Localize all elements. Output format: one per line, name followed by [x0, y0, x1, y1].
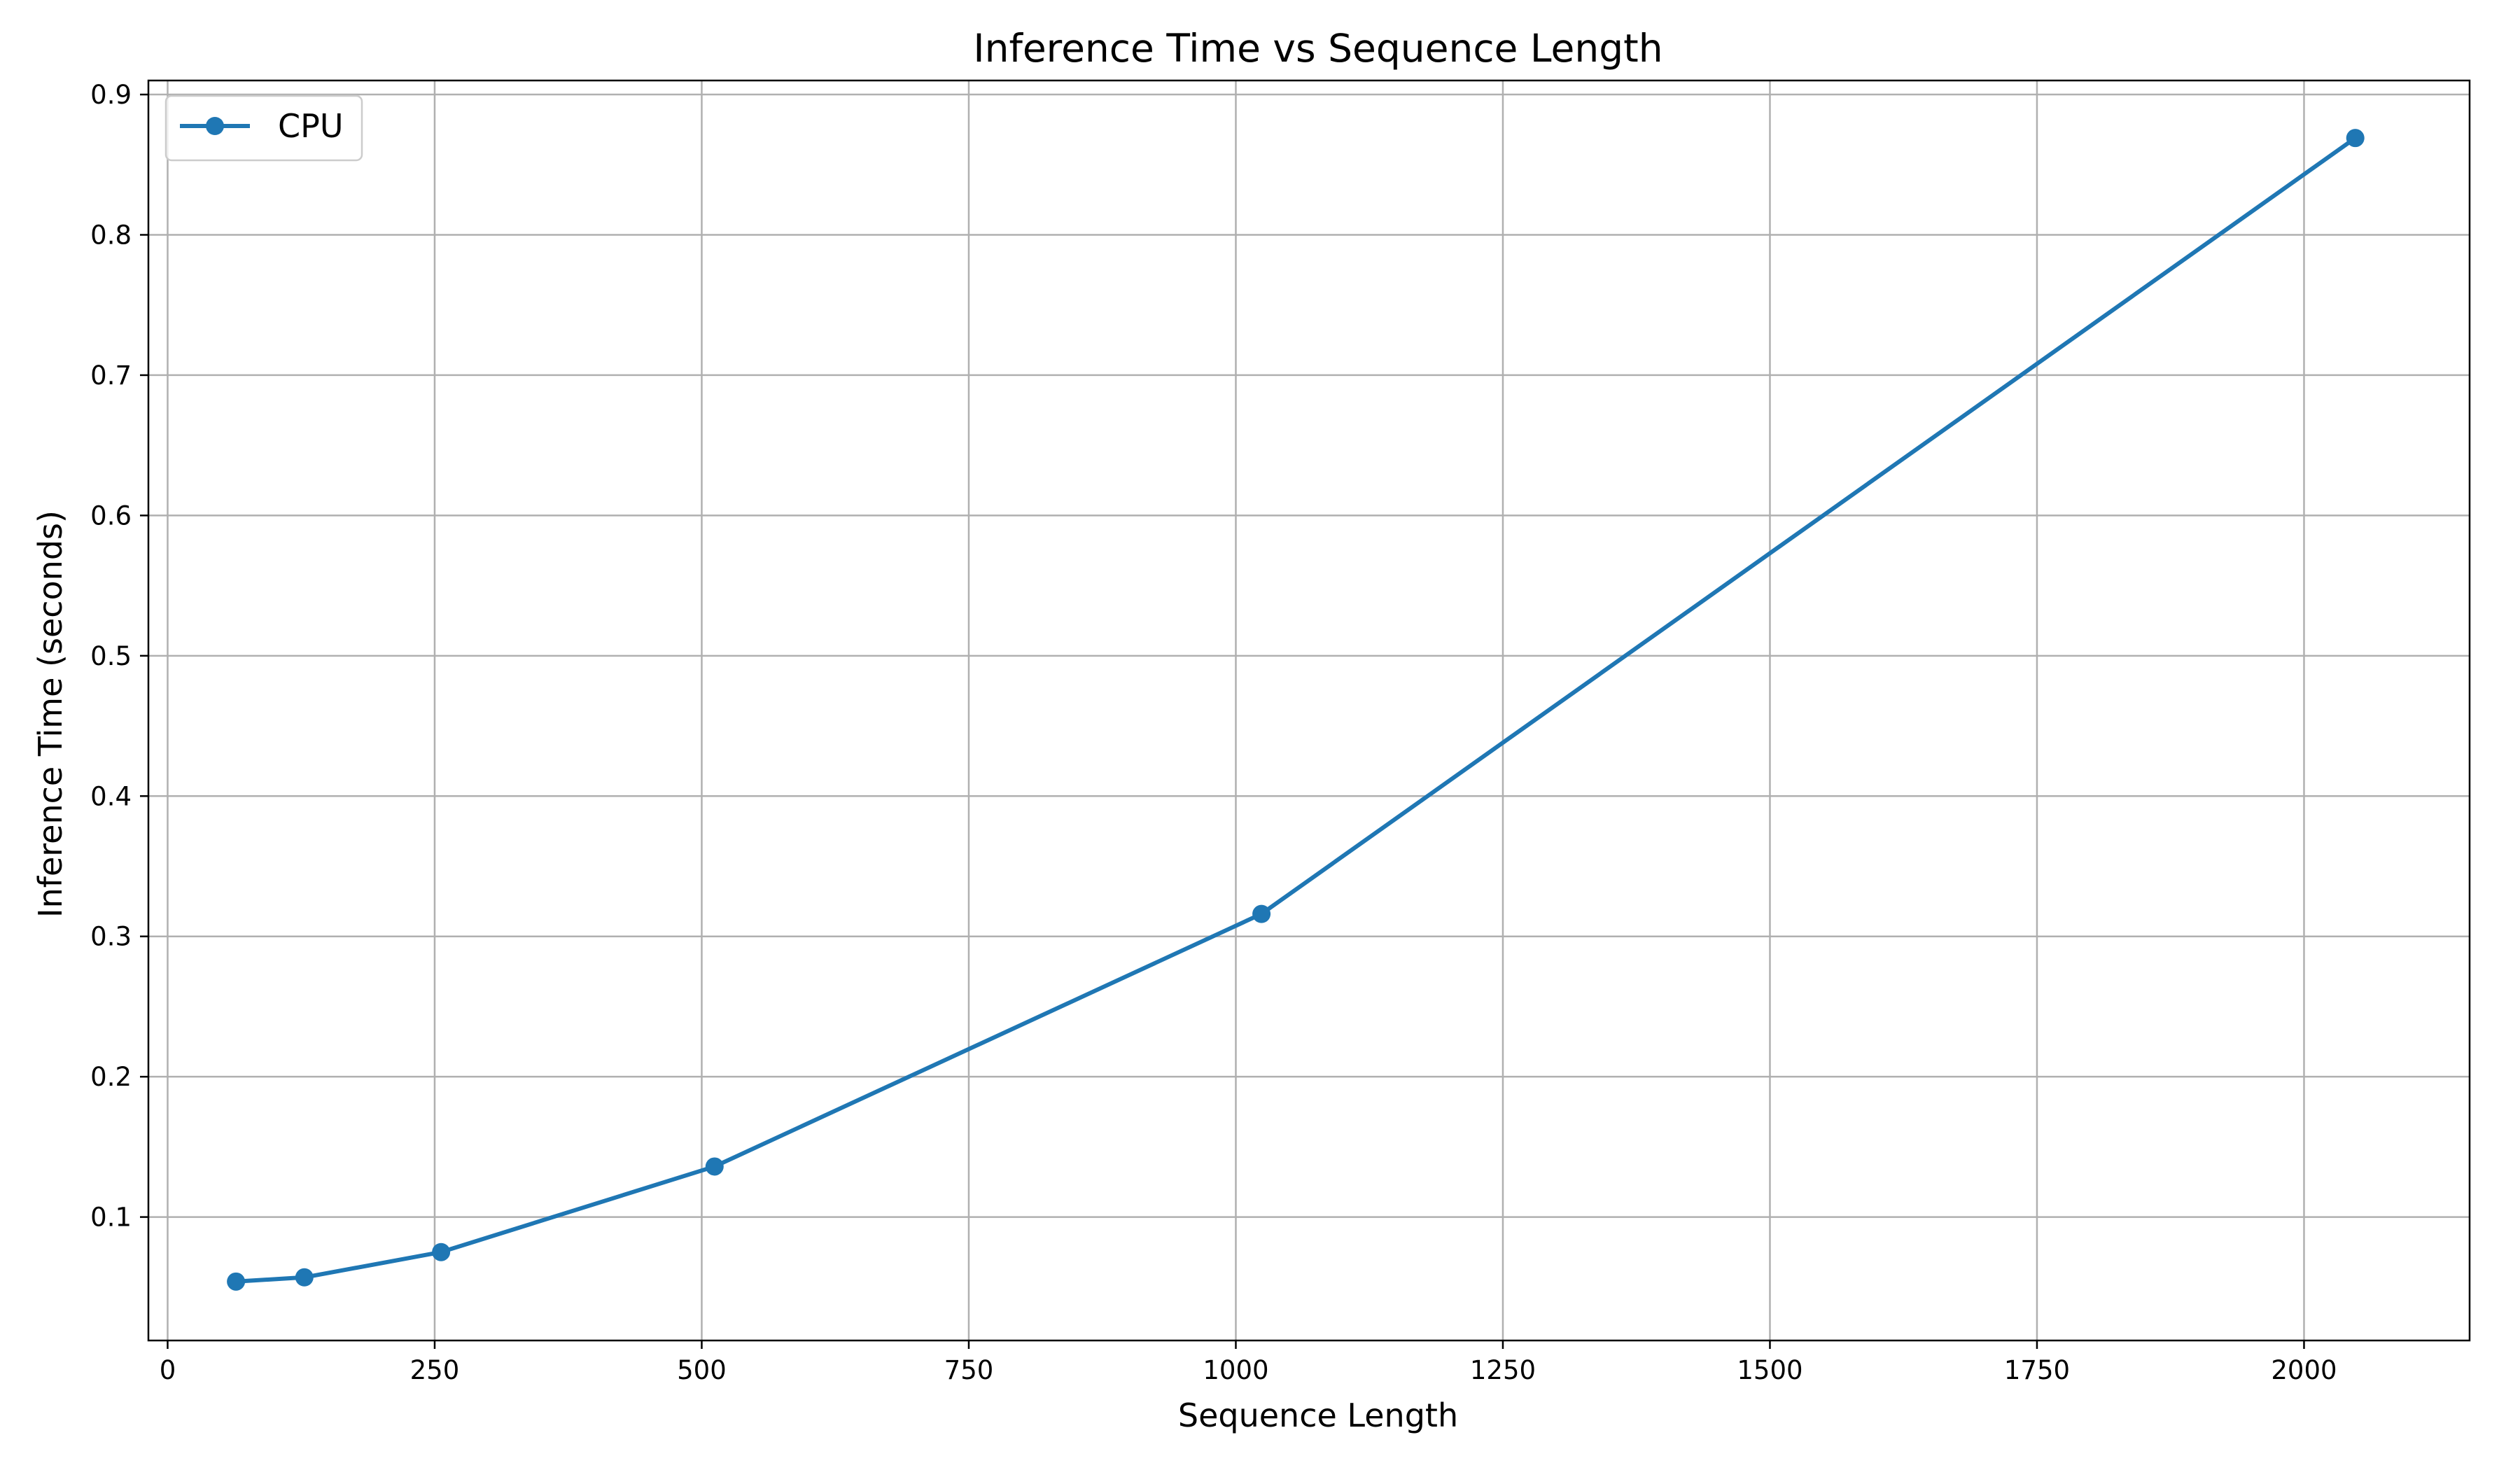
plot-area-frame: [147, 79, 2471, 1342]
y-tick-label: 0.6: [90, 500, 132, 531]
data-point: [227, 1272, 246, 1291]
data-point: [432, 1242, 451, 1261]
x-tick-label: 500: [677, 1355, 727, 1385]
y-tick-label: 0.5: [90, 641, 132, 671]
x-tick-label: 0: [160, 1355, 176, 1385]
y-tick-label: 0.7: [90, 360, 132, 391]
x-tick-label: 1250: [1470, 1355, 1536, 1385]
data-point: [1252, 904, 1271, 923]
x-tick-label: 1000: [1203, 1355, 1268, 1385]
grid: [148, 80, 2470, 1340]
x-tick-label: 1500: [1737, 1355, 1802, 1385]
y-tick-label: 0.3: [90, 922, 132, 952]
x-tick-label: 1750: [2004, 1355, 2070, 1385]
x-axis-label: Sequence Length: [1178, 1396, 1458, 1434]
y-tick-label: 0.4: [90, 781, 132, 811]
y-tick-label: 0.8: [90, 220, 132, 250]
y-tick-label: 0.1: [90, 1203, 132, 1233]
legend-frame: [164, 94, 363, 162]
data-point: [705, 1157, 724, 1176]
axis-ticks: 0 250 500 750 1000 1250 1500 1750 2000 0.1 0.2 0.3 0…: [90, 80, 2337, 1385]
legend: CPU: [164, 94, 363, 162]
data-point: [295, 1268, 314, 1287]
legend-marker-cpu: [206, 117, 224, 135]
series-layer: [227, 129, 2365, 1291]
legend-label-cpu: CPU: [278, 107, 344, 145]
x-tick-label: 250: [410, 1355, 460, 1385]
data-point: [2346, 129, 2365, 148]
x-tick-label: 2000: [2271, 1355, 2337, 1385]
y-tick-label: 0.2: [90, 1062, 132, 1092]
y-axis-label: Inference Time (seconds): [31, 510, 69, 918]
series-line-cpu: [234, 136, 2358, 1284]
x-tick-label: 750: [944, 1355, 994, 1385]
chart-title: Inference Time vs Sequence Length: [973, 26, 1662, 71]
y-tick-label: 0.9: [90, 80, 132, 110]
